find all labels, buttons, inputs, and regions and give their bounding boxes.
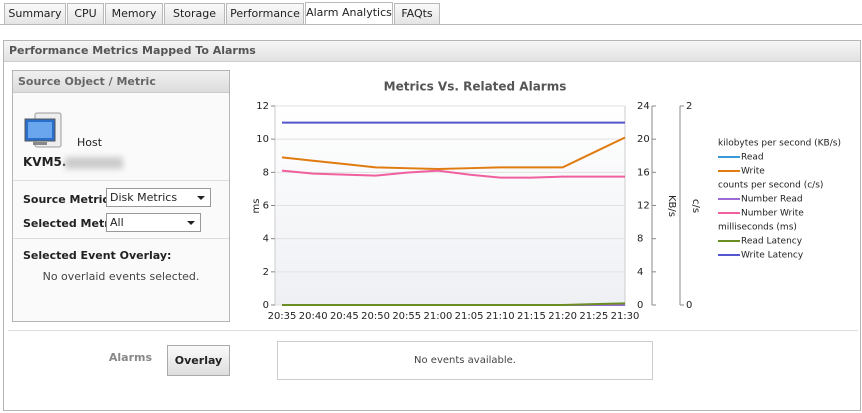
y2-tick-label: 24	[637, 101, 650, 112]
x-tick-label: 21:00	[423, 311, 452, 322]
y-axis-label: ms	[251, 199, 262, 214]
source-metric-label: Source Metric:	[23, 193, 114, 206]
alarms-label: Alarms	[108, 351, 152, 364]
separator	[13, 180, 229, 181]
legend-label: Write Latency	[741, 251, 804, 261]
tab-divider	[0, 24, 862, 25]
x-tick-label: 20:40	[299, 311, 328, 322]
legend-group-title: milliseconds (ms)	[718, 223, 797, 233]
y-tick-label: 6	[263, 201, 269, 212]
y-tick-label: 2	[263, 267, 269, 278]
source-box: Source Object / Metric Host KVM5. Source…	[12, 70, 230, 322]
x-tick-label: 21:10	[486, 311, 515, 322]
y3-tick-label: 0	[686, 300, 692, 311]
x-tick-label: 20:35	[268, 311, 297, 322]
x-tick-label: 20:55	[392, 311, 421, 322]
redacted	[65, 157, 123, 169]
tab[interactable]: Memory	[105, 3, 163, 24]
x-tick-label: 21:15	[517, 311, 546, 322]
legend-group-title: kilobytes per second (KB/s)	[718, 139, 841, 149]
y2-tick-label: 16	[637, 167, 650, 178]
x-tick-label: 21:25	[579, 311, 608, 322]
panel: Performance Metrics Mapped To Alarms	[3, 40, 861, 411]
y-tick-label: 8	[263, 167, 269, 178]
overlay-label: Selected Event Overlay:	[23, 249, 172, 262]
y2-axis-label: KB/s	[666, 195, 677, 217]
y3-axis-label: c/s	[690, 199, 701, 213]
y2-tick-label: 0	[637, 300, 643, 311]
source-metric-select[interactable]: Disk Metrics	[106, 188, 211, 207]
series-line	[281, 136, 626, 171]
selected-metric-select[interactable]: All	[106, 213, 201, 232]
legend-label: Number Write	[741, 209, 804, 219]
x-tick-label: 20:45	[330, 311, 359, 322]
legend-group-title: counts per second (c/s)	[718, 181, 823, 191]
x-tick-label: 20:50	[361, 311, 390, 322]
object-type: Host	[77, 136, 103, 149]
events-box: No events available.	[277, 341, 653, 380]
series-line	[281, 169, 625, 179]
legend-label: Number Read	[741, 195, 803, 205]
legend-label: Write	[741, 167, 765, 177]
object-name: KVM5.	[23, 155, 67, 169]
tab[interactable]: Summary	[4, 3, 66, 24]
tab[interactable]: CPU	[67, 3, 104, 24]
x-tick-label: 21:20	[548, 311, 577, 322]
y-tick-label: 12	[256, 101, 269, 112]
separator	[13, 238, 229, 239]
y-tick-label: 0	[263, 300, 269, 311]
tab[interactable]: Alarm Analytics	[305, 2, 393, 25]
legend-label: Read Latency	[741, 237, 803, 247]
tab[interactable]: Storage	[164, 3, 225, 24]
legend-label: Read	[741, 153, 764, 163]
y3-tick-label: 2	[686, 101, 692, 112]
overlay-empty: No overlaid events selected.	[42, 270, 200, 283]
y2-tick-label: 4	[637, 267, 643, 278]
tab[interactable]: FAQts	[394, 3, 440, 24]
source-title: Source Object / Metric	[13, 71, 229, 93]
y2-tick-label: 8	[637, 234, 643, 245]
panel-title: Performance Metrics Mapped To Alarms	[4, 41, 860, 62]
overlay-button[interactable]: Overlay	[167, 345, 230, 376]
y2-tick-label: 20	[637, 134, 650, 145]
chart-title: Metrics Vs. Related Alarms	[384, 80, 567, 94]
selected-metric-label: Selected Metric:	[23, 217, 125, 230]
series-line	[282, 302, 626, 306]
chart: Metrics Vs. Related Alarms 0246810120481…	[251, 80, 841, 323]
y2-tick-label: 12	[637, 201, 650, 212]
y-tick-label: 10	[256, 134, 269, 145]
x-tick-label: 21:05	[455, 311, 484, 322]
separator	[8, 330, 858, 331]
y-tick-label: 4	[263, 234, 269, 245]
x-tick-label: 21:30	[611, 311, 640, 322]
host-icon	[24, 112, 62, 148]
tab[interactable]: Performance	[226, 3, 304, 24]
